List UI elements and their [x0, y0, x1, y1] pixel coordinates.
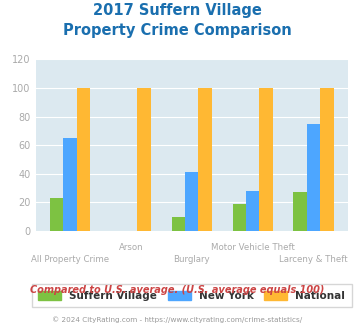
Bar — [246, 191, 260, 231]
Bar — [137, 88, 151, 231]
Bar — [77, 88, 90, 231]
Bar — [294, 192, 307, 231]
Bar — [63, 138, 77, 231]
Bar — [50, 198, 63, 231]
Bar — [171, 217, 185, 231]
Text: Arson: Arson — [119, 243, 143, 252]
Bar — [198, 88, 212, 231]
Text: Motor Vehicle Theft: Motor Vehicle Theft — [211, 243, 295, 252]
Bar — [233, 204, 246, 231]
Text: © 2024 CityRating.com - https://www.cityrating.com/crime-statistics/: © 2024 CityRating.com - https://www.city… — [53, 317, 302, 323]
Bar — [260, 88, 273, 231]
Legend: Suffern Village, New York, National: Suffern Village, New York, National — [32, 284, 351, 307]
Text: Larceny & Theft: Larceny & Theft — [279, 255, 348, 264]
Bar — [185, 172, 198, 231]
Text: All Property Crime: All Property Crime — [31, 255, 109, 264]
Bar — [320, 88, 334, 231]
Bar — [307, 124, 320, 231]
Text: 2017 Suffern Village: 2017 Suffern Village — [93, 3, 262, 18]
Text: Burglary: Burglary — [173, 255, 210, 264]
Text: Property Crime Comparison: Property Crime Comparison — [63, 23, 292, 38]
Text: Compared to U.S. average. (U.S. average equals 100): Compared to U.S. average. (U.S. average … — [30, 285, 325, 295]
